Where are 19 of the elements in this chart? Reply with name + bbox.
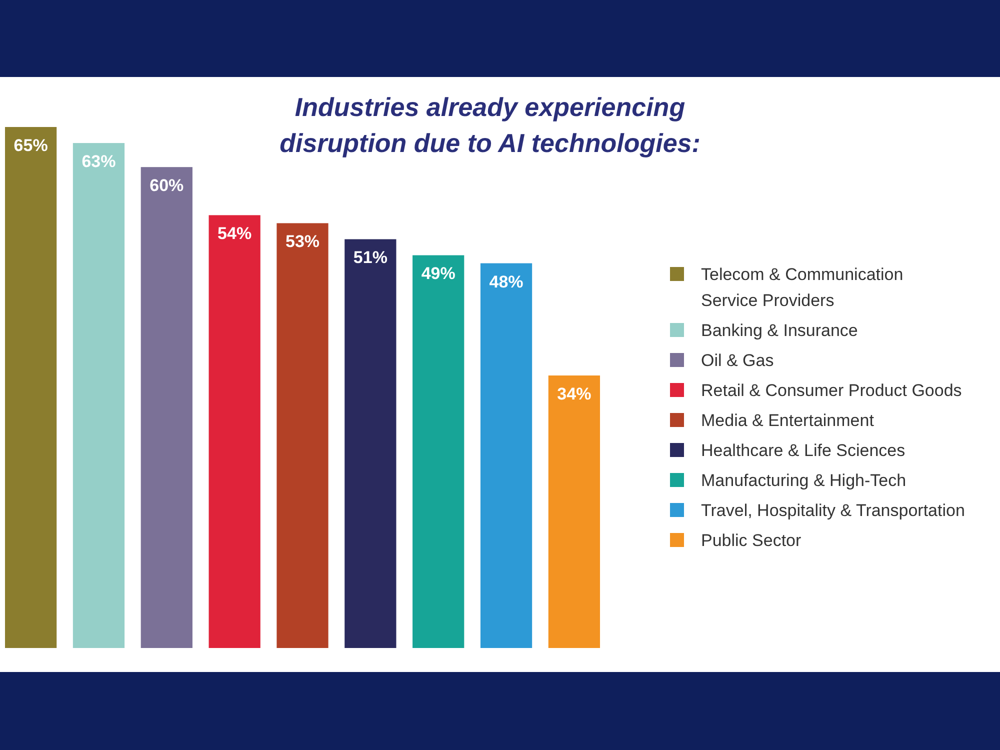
data-label: 49% xyxy=(421,264,456,284)
legend-label: Travel, Hospitality & Transportation xyxy=(701,501,965,520)
legend-label: Retail & Consumer Product Goods xyxy=(701,381,962,400)
legend-label: Telecom & Communication Service Providers xyxy=(701,265,904,310)
legend-label: Media & Entertainment xyxy=(701,411,874,430)
data-label: 34% xyxy=(557,384,592,404)
legend-label: Banking & Insurance xyxy=(701,321,858,340)
data-label: 48% xyxy=(489,272,524,292)
legend-label: Manufacturing & High-Tech xyxy=(701,471,906,490)
data-label: 54% xyxy=(218,224,252,244)
data-label: 63% xyxy=(82,152,116,172)
data-label: 60% xyxy=(150,176,184,196)
legend-label: Public Sector xyxy=(701,531,802,550)
data-label: 53% xyxy=(285,232,320,252)
data-label: 51% xyxy=(353,248,388,268)
data-label: 65% xyxy=(14,136,48,155)
chart-title: Industries already experiencing disruption due to AI technologies: xyxy=(280,92,700,158)
legend-label: Oil & Gas xyxy=(701,351,774,370)
legend-label: Healthcare & Life Sciences xyxy=(701,441,906,460)
